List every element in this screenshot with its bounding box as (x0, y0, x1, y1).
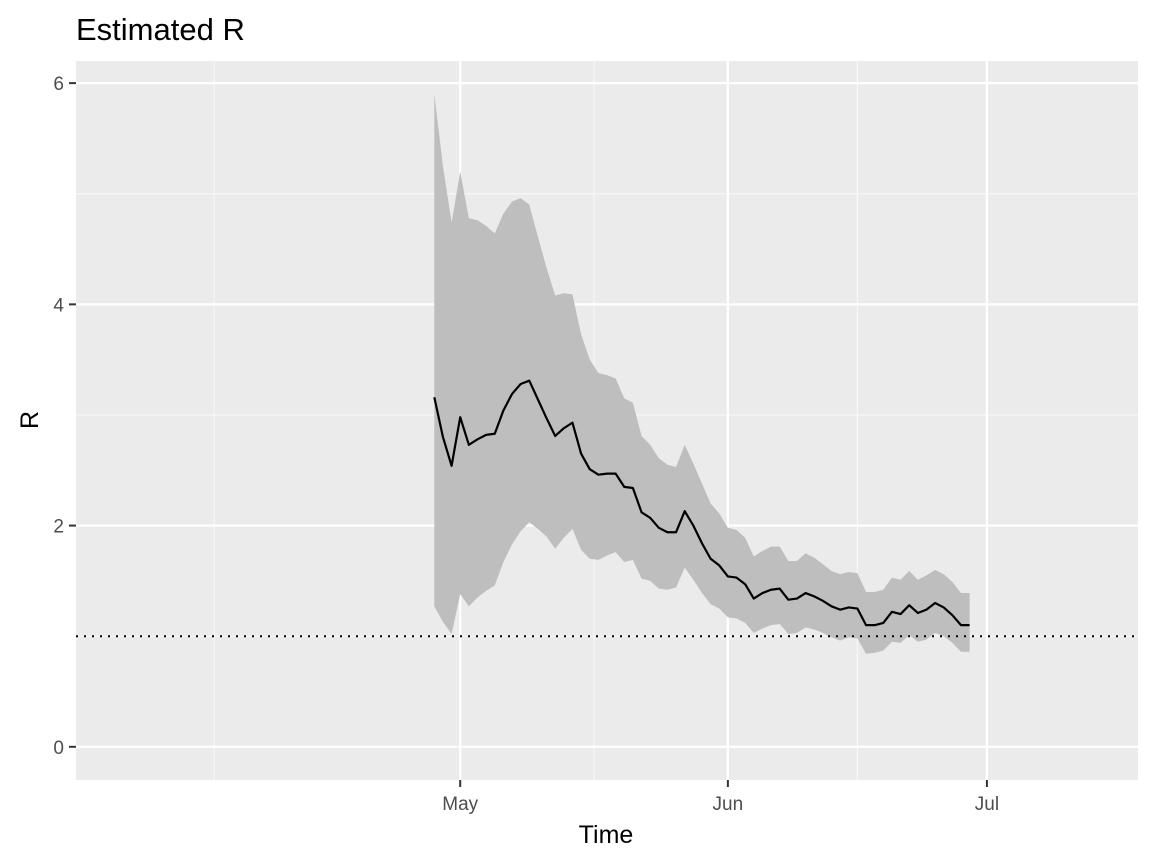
chart-title: Estimated R (76, 12, 245, 47)
y-tick-label: 4 (53, 295, 64, 316)
x-tick-label: Jun (713, 794, 744, 815)
x-tick-label: May (442, 794, 478, 815)
r-estimate-line (433, 379, 970, 627)
y-tick-label: 2 (53, 517, 64, 538)
x-axis-title: Time (579, 821, 634, 849)
y-tick-label: 0 (53, 738, 64, 759)
confidence-ribbon (434, 94, 970, 654)
x-tick-label: Jul (975, 794, 999, 815)
x-axis: May Jun Jul (442, 780, 999, 815)
y-axis-title: R (16, 411, 44, 429)
y-tick-label: 6 (53, 74, 64, 95)
y-axis: 0 2 4 6 (53, 74, 76, 759)
